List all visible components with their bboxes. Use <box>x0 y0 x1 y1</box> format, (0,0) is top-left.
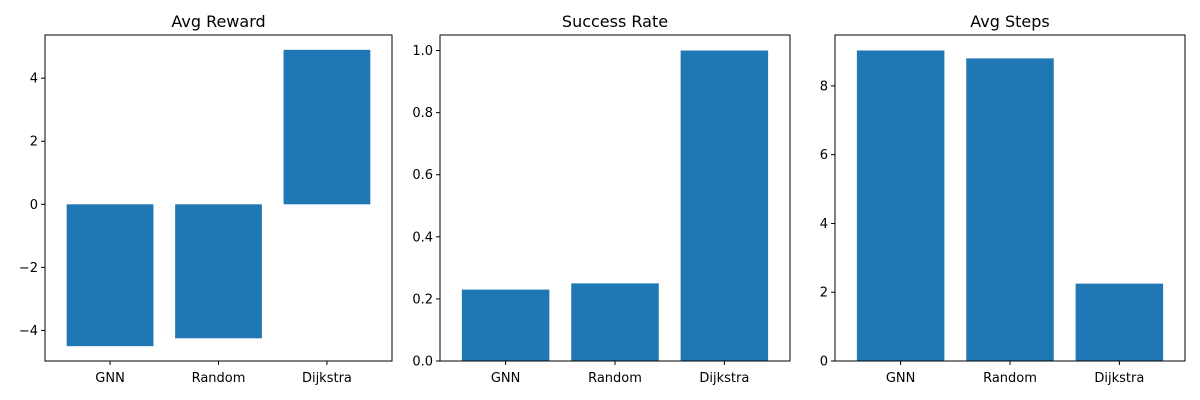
chart-avg-reward: Avg Reward −4 −2 0 2 4 GNN Random Dijkstra <box>19 12 393 386</box>
x-tick-label: Dijkstra <box>302 371 352 386</box>
x-tick-label: GNN <box>491 371 521 386</box>
bar-random <box>571 283 659 361</box>
x-tick-label: Dijkstra <box>1094 371 1144 386</box>
bar-gnn <box>461 289 550 361</box>
y-tick-label: 0.4 <box>412 230 433 245</box>
y-tick-label: −2 <box>19 261 38 276</box>
bar-gnn <box>856 50 945 362</box>
y-tick-label: 0.0 <box>412 355 433 370</box>
y-tick-label: 8 <box>820 79 828 94</box>
y-tick-label: 0 <box>820 355 828 370</box>
y-tick-label: 4 <box>30 72 38 87</box>
y-tick-label: 6 <box>820 148 828 163</box>
y-tick-label: 2 <box>30 135 38 150</box>
y-tick-label: 0.2 <box>412 292 433 307</box>
bar-random <box>175 204 262 339</box>
bar-dijkstra <box>680 50 769 362</box>
y-tick-label: 4 <box>820 217 828 232</box>
x-tick-label: Random <box>983 371 1037 386</box>
y-tick-label: 0 <box>30 198 38 213</box>
bar-dijkstra <box>283 49 371 205</box>
y-tick-label: 1.0 <box>412 44 433 59</box>
bar-dijkstra <box>1075 283 1164 361</box>
x-tick-label: Dijkstra <box>699 371 749 386</box>
y-tick-label: −4 <box>19 324 38 339</box>
chart-title: Avg Steps <box>970 12 1049 31</box>
chart-avg-steps: Avg Steps 0 2 4 6 8 GNN Random Dijkstra <box>820 12 1186 386</box>
chart-success-rate: Success Rate 0.0 0.2 0.4 0.6 0.8 1.0 GNN Random… <box>412 12 791 386</box>
bar-random <box>966 58 1054 361</box>
x-tick-label: Random <box>192 371 246 386</box>
x-tick-label: GNN <box>886 371 916 386</box>
y-tick-label: 0.8 <box>412 106 433 121</box>
chart-title: Success Rate <box>562 12 668 31</box>
x-tick-label: Random <box>588 371 642 386</box>
y-tick-label: 2 <box>820 286 828 301</box>
bar-gnn <box>66 204 154 347</box>
x-tick-label: GNN <box>95 371 125 386</box>
y-tick-label: 0.6 <box>412 168 433 183</box>
chart-title: Avg Reward <box>171 12 265 31</box>
